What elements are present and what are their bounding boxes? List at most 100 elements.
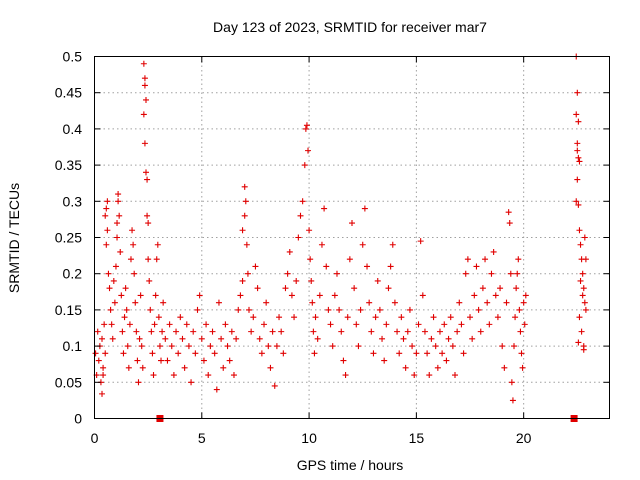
data-point bbox=[430, 314, 437, 321]
data-point bbox=[517, 328, 524, 335]
data-point bbox=[452, 372, 458, 379]
data-point bbox=[194, 306, 201, 313]
data-point bbox=[314, 335, 321, 342]
data-point bbox=[228, 328, 235, 335]
data-point bbox=[118, 292, 125, 299]
data-point bbox=[209, 328, 216, 335]
data-point bbox=[130, 241, 137, 248]
data-point bbox=[508, 379, 515, 386]
data-point bbox=[318, 241, 325, 248]
data-point bbox=[263, 299, 270, 306]
y-tick-label: 0.1 bbox=[63, 338, 83, 354]
x-tick-label: 15 bbox=[409, 430, 425, 446]
data-point bbox=[574, 147, 581, 154]
data-point bbox=[316, 292, 323, 299]
data-point bbox=[522, 292, 529, 299]
data-point bbox=[349, 220, 355, 227]
data-point bbox=[370, 350, 377, 357]
data-point bbox=[192, 350, 199, 357]
data-point bbox=[391, 299, 398, 306]
x-axis-label: GPS time / hours bbox=[297, 457, 404, 473]
data-point bbox=[141, 140, 148, 147]
data-point bbox=[471, 292, 478, 299]
data-point bbox=[144, 212, 151, 219]
data-point bbox=[311, 350, 318, 357]
data-point bbox=[137, 292, 144, 299]
data-point bbox=[511, 343, 518, 350]
data-point bbox=[576, 158, 583, 165]
data-point bbox=[181, 364, 188, 371]
data-point bbox=[400, 335, 407, 342]
data-point bbox=[211, 350, 218, 357]
data-point bbox=[188, 379, 195, 386]
data-point bbox=[168, 343, 175, 350]
data-point bbox=[286, 248, 293, 255]
data-point bbox=[513, 285, 520, 292]
data-point bbox=[108, 321, 115, 328]
data-point bbox=[105, 270, 112, 277]
data-point bbox=[179, 335, 186, 342]
grid bbox=[94, 56, 610, 419]
data-point bbox=[486, 321, 493, 328]
data-point bbox=[473, 263, 480, 270]
data-point bbox=[154, 241, 161, 248]
data-point bbox=[577, 277, 584, 284]
data-point bbox=[460, 350, 467, 357]
data-point bbox=[244, 270, 251, 277]
data-point bbox=[114, 234, 121, 241]
data-point bbox=[239, 277, 246, 284]
data-point bbox=[505, 209, 512, 216]
data-point bbox=[155, 314, 162, 321]
data-point bbox=[127, 256, 134, 263]
x-tick-label: 5 bbox=[198, 430, 206, 446]
data-point bbox=[129, 227, 136, 234]
data-point bbox=[309, 299, 316, 306]
data-point bbox=[110, 277, 117, 284]
data-point bbox=[112, 263, 119, 270]
data-point bbox=[218, 335, 225, 342]
y-tick-label: 0.25 bbox=[55, 230, 82, 246]
data-point bbox=[331, 292, 338, 299]
data-point bbox=[252, 263, 259, 270]
data-point bbox=[387, 263, 394, 270]
data-point bbox=[230, 372, 237, 379]
data-point bbox=[203, 321, 210, 328]
data-point bbox=[145, 220, 152, 227]
data-point bbox=[573, 111, 580, 118]
data-point bbox=[115, 191, 122, 198]
data-point bbox=[117, 248, 124, 255]
data-point bbox=[366, 299, 373, 306]
data-point bbox=[490, 248, 497, 255]
x-tick-label: 0 bbox=[91, 430, 99, 446]
data-point bbox=[125, 364, 132, 371]
data-point bbox=[432, 343, 439, 350]
data-point bbox=[479, 285, 486, 292]
data-point bbox=[574, 140, 581, 147]
y-tick-label: 0.45 bbox=[55, 85, 82, 101]
data-point bbox=[580, 346, 587, 353]
data-point bbox=[303, 122, 310, 129]
data-point bbox=[413, 350, 420, 357]
data-point bbox=[246, 306, 252, 313]
data-point bbox=[441, 321, 448, 328]
data-point bbox=[153, 256, 160, 263]
data-point bbox=[132, 299, 139, 306]
data-point bbox=[492, 292, 499, 299]
data-point bbox=[250, 314, 257, 321]
data-point bbox=[396, 350, 403, 357]
data-point bbox=[499, 343, 506, 350]
data-point bbox=[141, 82, 148, 89]
data-points bbox=[92, 53, 589, 404]
data-point bbox=[372, 314, 379, 321]
data-point bbox=[406, 306, 413, 313]
data-point bbox=[114, 220, 121, 227]
data-point bbox=[273, 343, 280, 350]
data-point bbox=[248, 328, 255, 335]
data-point bbox=[346, 256, 353, 263]
y-tick-label: 0.35 bbox=[55, 157, 82, 173]
data-point bbox=[574, 89, 581, 96]
data-point bbox=[325, 306, 332, 313]
data-point bbox=[421, 328, 428, 335]
data-point bbox=[170, 372, 177, 379]
data-point bbox=[138, 343, 145, 350]
